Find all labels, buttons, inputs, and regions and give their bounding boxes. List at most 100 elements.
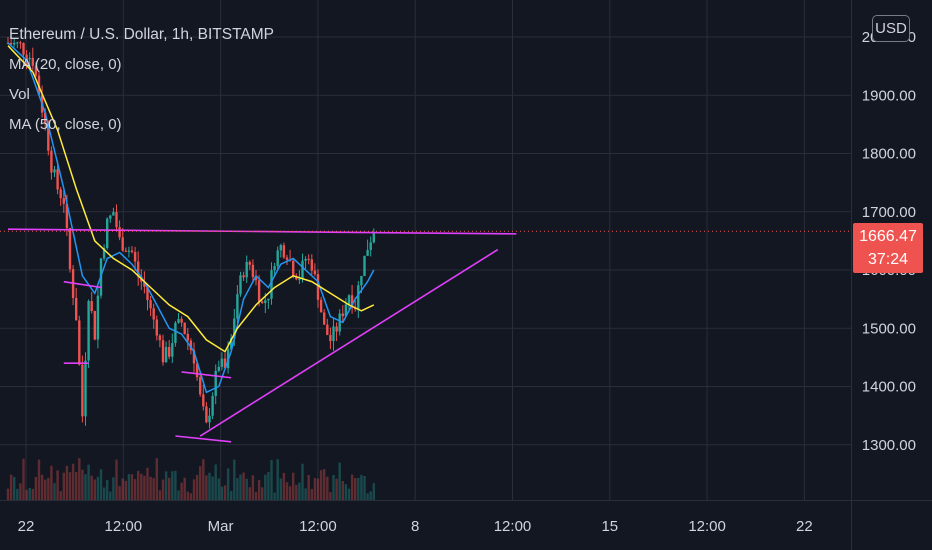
- volume-bar: [285, 482, 289, 500]
- time-tick-label: 12:00: [494, 518, 532, 535]
- volume-bar: [217, 478, 220, 500]
- price-tick-label: 1300.00: [862, 437, 916, 454]
- candle-body: [146, 286, 149, 301]
- moving-averages: [7, 42, 375, 394]
- volume-bar: [40, 474, 44, 500]
- volume-bar: [44, 479, 47, 500]
- volume-bar: [56, 470, 59, 500]
- trendline-rising-support[interactable]: [199, 248, 499, 437]
- candle-body: [137, 261, 140, 277]
- price-tick-label: 1500.00: [862, 320, 916, 337]
- candle-body: [332, 326, 335, 342]
- volume-bar: [192, 479, 196, 500]
- volume-bar: [239, 474, 242, 500]
- volume-bar: [329, 492, 332, 500]
- volume-bar: [338, 462, 341, 500]
- volume-bar: [304, 488, 307, 500]
- trendline-level-3[interactable]: [181, 371, 232, 379]
- volume-bar: [214, 464, 217, 500]
- last-price-value: 1666.47: [859, 228, 917, 245]
- candle-body: [50, 150, 53, 173]
- candle-body: [65, 203, 69, 229]
- candle-body: [301, 260, 304, 279]
- volume-bar: [9, 474, 13, 500]
- candle-body: [161, 340, 165, 363]
- candle-body: [295, 276, 298, 280]
- volume-bar: [202, 459, 205, 500]
- volume-bar: [102, 487, 106, 500]
- volume-bar: [28, 487, 31, 500]
- volume-bar: [6, 488, 10, 500]
- volume-bar: [137, 470, 140, 500]
- price-tick-label: 1400.00: [862, 379, 916, 396]
- volume-bar: [31, 488, 34, 500]
- candle-body: [16, 42, 19, 44]
- volume-bar: [47, 478, 50, 500]
- volume-bar: [124, 480, 127, 500]
- indicator-vol-label[interactable]: Vol: [9, 86, 30, 103]
- candle-body: [270, 270, 273, 299]
- trendline-level-4[interactable]: [175, 435, 232, 443]
- volume-bar: [53, 483, 56, 500]
- volume-bar: [171, 471, 174, 500]
- time-axis[interactable]: 22 12:00 Mar 12:00 8 12:00 15 12:00 22: [18, 518, 813, 535]
- candle-body: [285, 257, 289, 260]
- symbol-title[interactable]: Ethereum / U.S. Dollar, 1h, BITSTAMP: [9, 26, 275, 43]
- volume-bar: [242, 472, 245, 500]
- indicator-ma50-label[interactable]: MA (50, close, 0): [9, 116, 122, 133]
- candle-body: [310, 259, 313, 271]
- candle-body: [47, 122, 50, 151]
- candle-body: [174, 322, 177, 344]
- candle-body: [366, 250, 369, 256]
- volume-bar: [298, 482, 301, 500]
- candles: [6, 36, 375, 429]
- volume-bar: [186, 491, 189, 500]
- candle-body: [298, 278, 301, 280]
- trendlines[interactable]: [0, 228, 851, 443]
- volume-bar: [295, 484, 298, 500]
- candle-body: [267, 298, 270, 301]
- trendline-level-1[interactable]: [63, 280, 102, 289]
- volume-bar: [326, 476, 329, 500]
- time-tick-label: Mar: [208, 518, 234, 535]
- candle-body: [347, 295, 351, 305]
- candle-body: [59, 189, 62, 199]
- volume-bar: [332, 474, 335, 500]
- currency-button[interactable]: USD: [872, 15, 910, 42]
- candle-body: [124, 250, 127, 252]
- volume-bar: [307, 474, 310, 500]
- ma50-line: [7, 45, 375, 353]
- candle-body: [195, 363, 199, 378]
- candle-body: [292, 260, 295, 277]
- volume-bar: [62, 472, 65, 500]
- volume-bar: [34, 476, 38, 500]
- candle-body: [316, 274, 320, 300]
- volume-bar: [16, 488, 19, 500]
- volume-bar: [282, 472, 286, 500]
- volume-bar: [366, 493, 369, 500]
- candle-body: [183, 322, 186, 334]
- volume-bar: [59, 491, 62, 500]
- trendline-resistance[interactable]: [7, 228, 517, 235]
- volume-bar: [264, 474, 267, 500]
- volume-bar: [149, 476, 152, 500]
- volume-bar: [75, 472, 78, 500]
- candle-body: [363, 255, 366, 276]
- candle-body: [9, 42, 13, 45]
- volume-bar: [158, 490, 162, 500]
- indicator-ma20-label[interactable]: MA (20, close, 0): [9, 56, 122, 73]
- candle-body: [214, 370, 217, 396]
- candle-body: [186, 333, 189, 341]
- volume-bar: [90, 475, 93, 500]
- last-price-tag: 1666.47 37:24: [853, 223, 923, 273]
- candle-body: [223, 358, 227, 369]
- volume-bar: [22, 458, 25, 500]
- candle-body: [84, 360, 87, 417]
- candle-body: [93, 311, 96, 340]
- volume-bar: [211, 476, 214, 500]
- volume-bar: [84, 474, 87, 500]
- volume-bar: [360, 474, 363, 500]
- volume-bar: [106, 479, 109, 500]
- volume-bar: [180, 482, 183, 500]
